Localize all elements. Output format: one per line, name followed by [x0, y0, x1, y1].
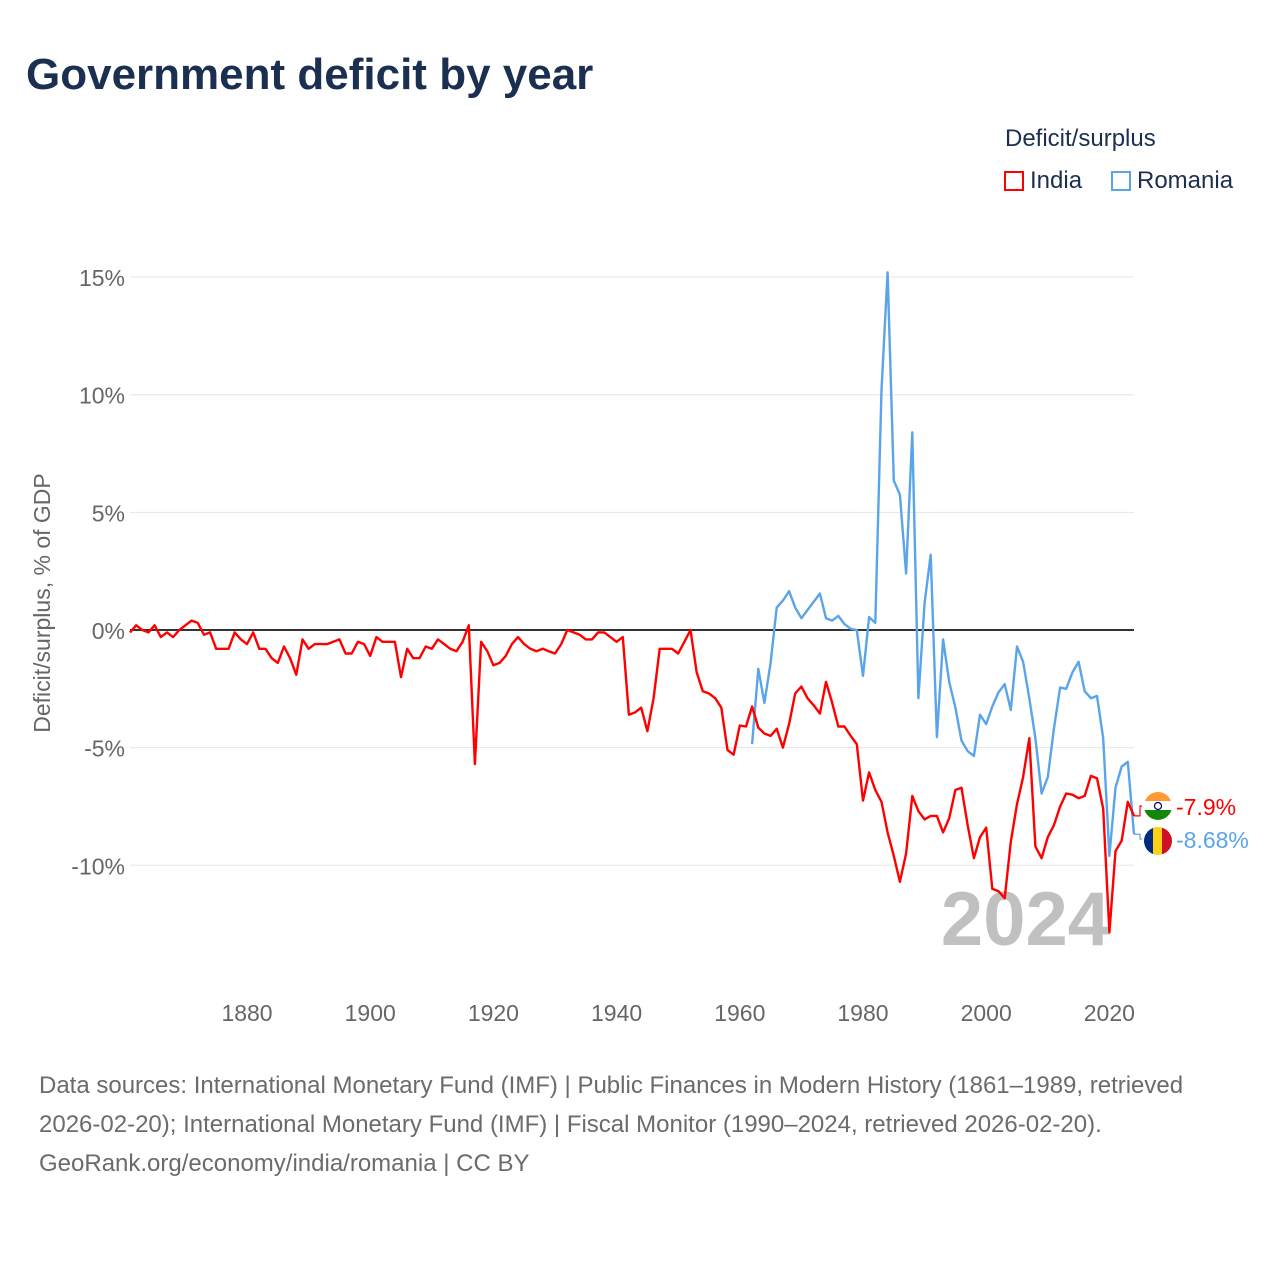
- series-line-romania: [750, 271, 1136, 858]
- legend-label-romania: Romania: [1137, 167, 1234, 194]
- x-tick-label: 1900: [345, 1000, 396, 1026]
- x-tick-label: 1920: [468, 1000, 519, 1026]
- y-axis-label: Deficit/surplus, % of GDP: [29, 473, 55, 732]
- end-label-romania: -8.68%: [1176, 827, 1249, 853]
- footer: Data sources: International Monetary Fun…: [39, 1066, 1239, 1183]
- credit-link[interactable]: GeoRank.org/economy/india/romania | CC B…: [39, 1150, 530, 1177]
- legend-item-india[interactable]: India: [1004, 167, 1082, 195]
- legend-title: Deficit/surplus: [1005, 125, 1156, 152]
- romania-flag-icon: [1144, 827, 1172, 855]
- current-year-watermark: 2024: [941, 877, 1110, 962]
- india-flag-icon: [1144, 792, 1172, 820]
- end-label-connector: [1134, 805, 1142, 817]
- legend-label-india: India: [1030, 167, 1083, 194]
- y-tick-label: 10%: [79, 383, 125, 409]
- series-line-india: [129, 619, 1136, 934]
- x-tick-label: 2000: [961, 1000, 1012, 1026]
- y-tick-label: -5%: [84, 736, 125, 762]
- y-tick-label: -10%: [71, 853, 125, 879]
- y-tick-label: 5%: [92, 500, 125, 526]
- x-tick-label: 1940: [591, 1000, 642, 1026]
- page-title: Government deficit by year: [26, 50, 594, 99]
- end-label-connector: [1134, 833, 1142, 840]
- y-tick-label: 15%: [79, 265, 125, 291]
- x-tick-label: 1980: [837, 1000, 888, 1026]
- line-chart: 2024 15% 10% 5% 0% -5% -10% 1880 1900 1920 1940 196…: [29, 265, 1249, 1026]
- x-tick-label: 2020: [1084, 1000, 1135, 1026]
- legend-swatch-romania: [1111, 171, 1131, 191]
- x-tick-label: 1880: [221, 1000, 272, 1026]
- legend-swatch-india: [1004, 171, 1024, 191]
- x-tick-label: 1960: [714, 1000, 765, 1026]
- legend-item-romania[interactable]: Romania: [1111, 167, 1233, 195]
- data-sources: Data sources: International Monetary Fun…: [39, 1072, 1184, 1138]
- end-label-india: -7.9%: [1176, 794, 1236, 820]
- y-tick-label: 0%: [92, 618, 125, 644]
